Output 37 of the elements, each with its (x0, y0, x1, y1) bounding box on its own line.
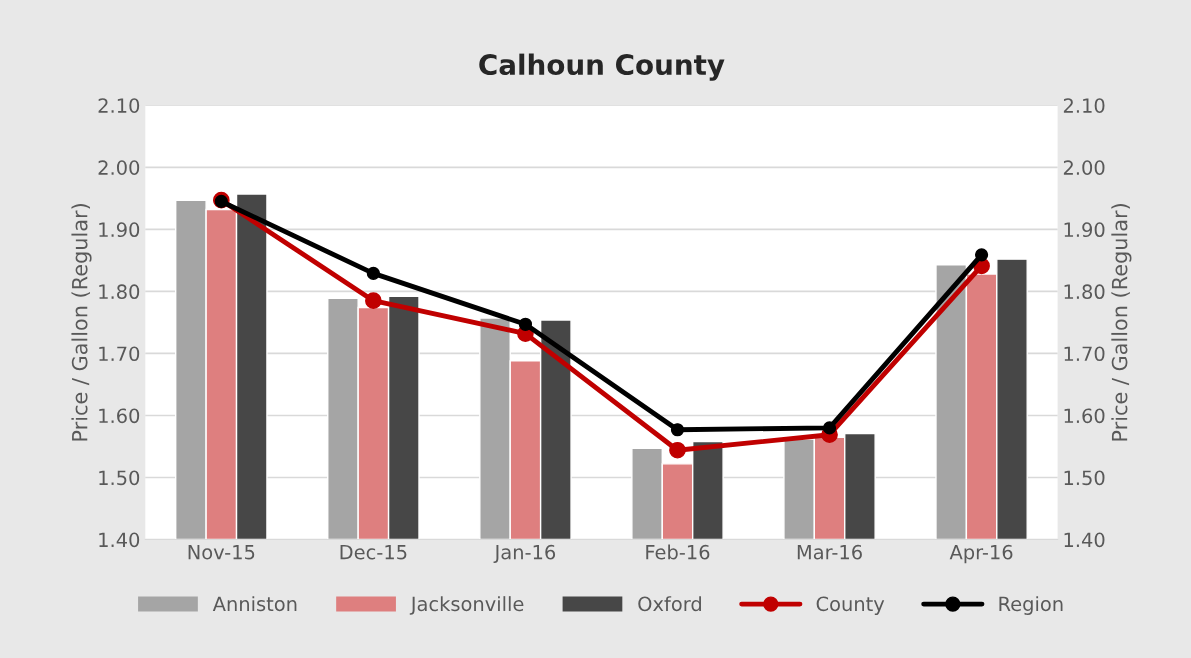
y-tick-label: 1.70 (99, 346, 140, 362)
chart-title: Calhoun County (479, 53, 725, 81)
legend-label: Jacksonville (409, 596, 524, 615)
y-tick-label: 2.10 (98, 98, 140, 113)
y-tick-label: 1.50 (99, 470, 140, 486)
y-tick-label: 1.90 (99, 222, 140, 238)
point (365, 292, 382, 310)
x-tick-label: Nov-15 (188, 545, 255, 560)
y2-tick-label: 1.40 (1064, 532, 1105, 548)
x-tick-label: Feb-16 (646, 544, 710, 560)
legend-label: County (816, 596, 885, 615)
y-tick-label: 2.00 (98, 160, 140, 175)
legend-label: Region (999, 596, 1063, 615)
x-tick-label: Dec-15 (340, 545, 407, 560)
y-tick-label: 1.60 (99, 408, 140, 424)
y2-tick-label: 1.60 (1064, 408, 1105, 424)
point (669, 441, 686, 459)
legend-label: Oxford (638, 596, 701, 612)
x-tick-label: Jan-16 (493, 544, 556, 564)
y2-tick-label: 1.80 (1064, 284, 1105, 300)
x-tick-label: Mar-16 (797, 544, 862, 560)
y2-tick-label: 2.10 (1063, 98, 1105, 113)
point (518, 317, 533, 331)
x-tick-label: Apr-16 (949, 544, 1013, 564)
y-tick-label: 1.40 (99, 532, 140, 548)
y2-tick-label: 1.70 (1064, 346, 1105, 362)
y2-tick-label: 1.50 (1064, 470, 1105, 486)
point (366, 266, 380, 281)
y2-tick-label: 2.00 (1063, 160, 1105, 175)
y2-axis-title: Price / Gallon (Regular) (1111, 204, 1132, 441)
point (822, 421, 837, 435)
point (974, 248, 989, 262)
legend-label: Anniston (212, 596, 297, 612)
y2-tick-label: 1.90 (1064, 222, 1105, 238)
y-tick-label: 1.80 (99, 284, 140, 300)
y-axis-title: Price / Gallon (Regular) (71, 204, 92, 441)
point (670, 423, 685, 437)
